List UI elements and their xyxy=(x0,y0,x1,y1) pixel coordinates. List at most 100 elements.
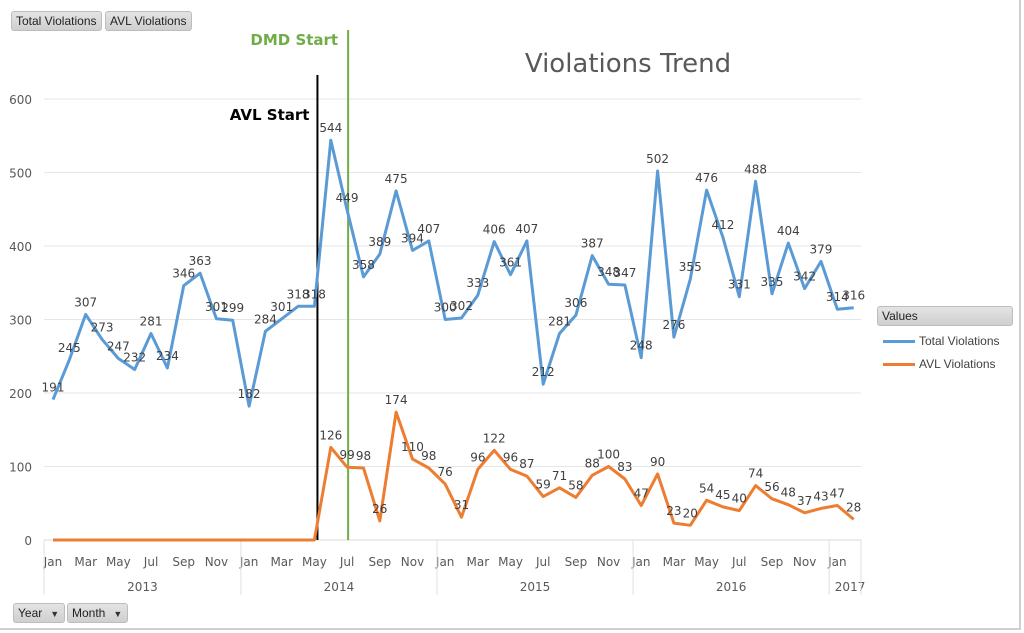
data-label: 281 xyxy=(548,314,571,328)
data-label: 54 xyxy=(699,481,714,495)
x-axis: Jan Mar May Jul Sep Nov 2013 Jan Mar May Jul Sep Nov… xyxy=(43,540,866,595)
data-label: 96 xyxy=(503,450,518,464)
x-tick-label: Jan xyxy=(435,555,455,569)
filter-avl-violations-button[interactable]: AVL Violations xyxy=(105,11,192,31)
data-label: 126 xyxy=(319,428,342,442)
series-line-avl-violations xyxy=(53,410,855,542)
data-label: 284 xyxy=(254,312,277,326)
data-label: 335 xyxy=(761,275,784,289)
data-label: 71 xyxy=(552,469,567,483)
y-axis-ticks: 0 100 200 300 400 500 600 xyxy=(9,93,32,548)
legend-swatch-avl xyxy=(883,362,915,366)
x-tick-label: Mar xyxy=(467,555,490,569)
data-label: 347 xyxy=(613,266,636,280)
data-label: 31 xyxy=(454,498,469,512)
data-label: 307 xyxy=(74,295,97,309)
data-label: 407 xyxy=(417,222,440,236)
year-label: 2017 xyxy=(835,580,866,594)
x-tick-label: Nov xyxy=(793,555,816,569)
data-label: 389 xyxy=(368,235,391,249)
x-tick-label: Nov xyxy=(401,555,424,569)
data-label: 449 xyxy=(336,191,359,205)
data-label: 379 xyxy=(810,242,833,256)
data-label: 406 xyxy=(483,223,506,237)
data-label: 28 xyxy=(846,500,861,514)
x-tick-label: Mar xyxy=(663,555,686,569)
filter-total-violations-button[interactable]: Total Violations xyxy=(11,11,102,31)
x-tick-label: Jul xyxy=(535,555,550,569)
x-tick-label: May xyxy=(694,555,719,569)
series-line-total-violations xyxy=(51,138,854,408)
data-label: 245 xyxy=(58,341,81,355)
data-label: 281 xyxy=(140,314,163,328)
data-label: 37 xyxy=(797,494,812,508)
data-label: 59 xyxy=(536,478,551,492)
series-lines xyxy=(51,138,855,542)
y-tick-label: 0 xyxy=(24,534,32,548)
y-tick-label: 300 xyxy=(9,314,32,328)
data-label: 248 xyxy=(630,339,653,353)
x-tick-label: Jul xyxy=(339,555,354,569)
x-tick-label: Nov xyxy=(597,555,620,569)
annotation-label: AVL Start xyxy=(230,106,310,124)
x-tick-label: Jan xyxy=(239,555,259,569)
data-label: 363 xyxy=(189,254,212,268)
year-field-button[interactable]: Year ▼ xyxy=(13,603,65,623)
data-label: 475 xyxy=(385,172,408,186)
data-label: 318 xyxy=(303,287,326,301)
data-label: 76 xyxy=(438,465,453,479)
data-label: 56 xyxy=(764,480,779,494)
x-tick-label: Sep xyxy=(172,555,195,569)
data-label: 83 xyxy=(617,460,632,474)
data-label: 26 xyxy=(372,502,387,516)
month-field-button[interactable]: Month ▼ xyxy=(67,603,128,623)
x-tick-label: Mar xyxy=(270,555,293,569)
x-tick-label: Jul xyxy=(143,555,158,569)
x-tick-label: Jan xyxy=(827,555,847,569)
legend-title: Values xyxy=(882,309,918,323)
data-label: 302 xyxy=(450,299,473,313)
x-tick-label: May xyxy=(106,555,131,569)
data-label: 358 xyxy=(352,258,375,272)
chart-title: Violations Trend xyxy=(525,49,731,79)
filter-total-violations-label: Total Violations xyxy=(16,14,97,28)
legend-label-total: Total Violations xyxy=(919,334,1000,348)
legend-item-total-violations: Total Violations xyxy=(877,333,1013,349)
x-tick-label: Nov xyxy=(205,555,228,569)
data-label: 412 xyxy=(711,218,734,232)
legend-label-avl: AVL Violations xyxy=(919,357,996,371)
year-label: 2015 xyxy=(520,580,551,594)
data-label: 43 xyxy=(813,489,828,503)
data-label: 247 xyxy=(107,339,130,353)
data-label: 333 xyxy=(466,276,489,290)
data-label: 98 xyxy=(356,449,371,463)
legend-title-button[interactable]: Values xyxy=(877,306,1013,326)
data-label: 348 xyxy=(597,265,620,279)
year-label: 2014 xyxy=(324,580,355,594)
caret-down-icon: ▼ xyxy=(113,609,123,619)
data-label: 342 xyxy=(793,270,816,284)
data-label: 23 xyxy=(666,504,681,518)
data-label: 122 xyxy=(483,431,506,445)
legend-swatch-total xyxy=(883,339,915,343)
data-label: 300 xyxy=(434,301,457,315)
data-label: 47 xyxy=(830,486,845,500)
data-label: 301 xyxy=(205,300,228,314)
caret-down-icon: ▼ xyxy=(50,609,60,619)
x-tick-label: May xyxy=(302,555,327,569)
data-label: 502 xyxy=(646,152,669,166)
data-label: 40 xyxy=(732,492,747,506)
data-label: 45 xyxy=(715,488,730,502)
data-label: 99 xyxy=(339,448,354,462)
data-label: 100 xyxy=(597,448,620,462)
y-tick-label: 200 xyxy=(9,387,32,401)
data-label: 331 xyxy=(728,278,751,292)
data-label: 276 xyxy=(662,318,685,332)
x-tick-label: Jan xyxy=(43,555,63,569)
data-label: 212 xyxy=(532,365,555,379)
x-tick-label: Mar xyxy=(74,555,97,569)
data-label: 182 xyxy=(238,387,261,401)
data-label: 355 xyxy=(679,260,702,274)
x-tick-label: Sep xyxy=(565,555,588,569)
data-label: 88 xyxy=(585,456,600,470)
